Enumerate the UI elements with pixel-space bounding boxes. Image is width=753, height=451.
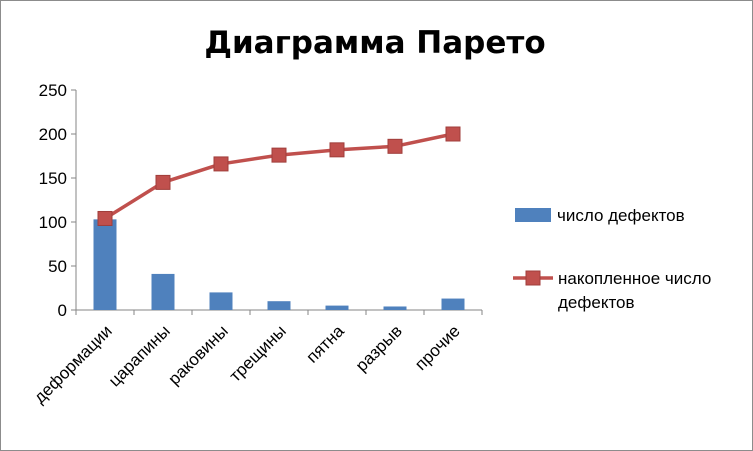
cumulative-marker-4: [271, 147, 287, 163]
x-tick-label: раковины: [165, 321, 232, 388]
cumulative-marker-1: [97, 210, 113, 226]
y-tick-label: 50: [48, 257, 67, 276]
y-tick-label: 200: [39, 125, 67, 144]
legend-swatch-marker: [525, 270, 541, 286]
cumulative-marker-5: [329, 142, 345, 158]
legend-swatch-bars: [515, 208, 551, 222]
y-tick-label: 100: [39, 213, 67, 232]
legend-label-bars: число дефектов: [557, 206, 685, 225]
chart-title: Диаграмма Парето: [204, 25, 545, 61]
y-tick-label: 0: [58, 301, 67, 320]
bar-7: [441, 298, 465, 310]
legend-label-line-part2: дефектов: [558, 293, 635, 312]
cumulative-marker-6: [387, 138, 403, 154]
x-tick-label: пятна: [303, 321, 349, 367]
bar-1: [93, 219, 117, 310]
x-tick-label: деформации: [30, 321, 116, 407]
cumulative-marker-7: [445, 126, 461, 142]
legend: число дефектов накопленное число дефектов: [513, 206, 711, 312]
bar-6: [383, 306, 407, 310]
y-tick-label: 250: [39, 81, 67, 100]
x-tick-label: разрыв: [352, 321, 406, 375]
bar-3: [209, 292, 233, 310]
bar-5: [325, 305, 349, 310]
bar-2: [151, 273, 175, 310]
x-tick-label: трещины: [226, 321, 290, 385]
y-tick-label: 150: [39, 169, 67, 188]
cumulative-marker-2: [155, 174, 171, 190]
legend-label-line-part1: накопленное число: [558, 269, 711, 288]
plot-area: 0 50 100 150 200 250 деформациицарапиныраковин…: [30, 81, 483, 407]
x-tick-label: прочие: [411, 321, 464, 374]
bar-4: [267, 301, 291, 310]
x-tick-label: царапины: [105, 321, 174, 390]
cumulative-marker-3: [213, 156, 229, 172]
